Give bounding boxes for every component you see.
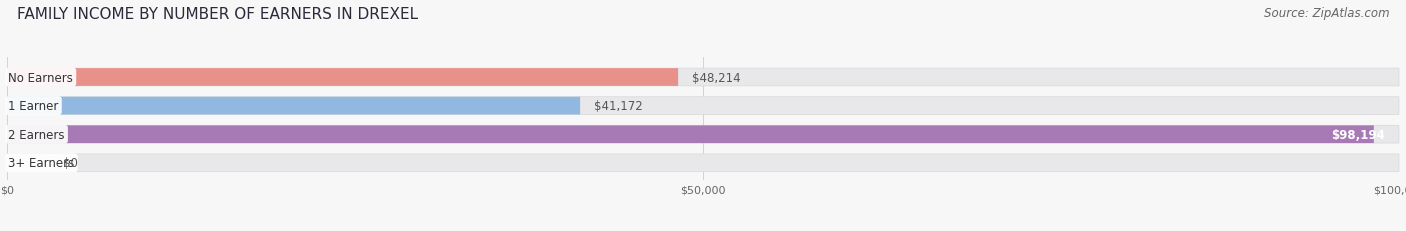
- Text: $0: $0: [63, 157, 77, 170]
- Text: No Earners: No Earners: [8, 71, 73, 84]
- FancyBboxPatch shape: [7, 69, 1399, 86]
- Text: FAMILY INCOME BY NUMBER OF EARNERS IN DREXEL: FAMILY INCOME BY NUMBER OF EARNERS IN DR…: [17, 7, 418, 22]
- FancyBboxPatch shape: [7, 126, 1374, 143]
- Text: Source: ZipAtlas.com: Source: ZipAtlas.com: [1264, 7, 1389, 20]
- Text: $98,194: $98,194: [1331, 128, 1385, 141]
- Text: $41,172: $41,172: [595, 100, 643, 113]
- Text: 1 Earner: 1 Earner: [8, 100, 59, 113]
- FancyBboxPatch shape: [7, 126, 1399, 143]
- FancyBboxPatch shape: [7, 97, 581, 115]
- Text: 2 Earners: 2 Earners: [8, 128, 65, 141]
- FancyBboxPatch shape: [7, 97, 1399, 115]
- Text: 3+ Earners: 3+ Earners: [8, 157, 75, 170]
- FancyBboxPatch shape: [7, 154, 1399, 172]
- FancyBboxPatch shape: [7, 69, 678, 86]
- Text: $48,214: $48,214: [692, 71, 741, 84]
